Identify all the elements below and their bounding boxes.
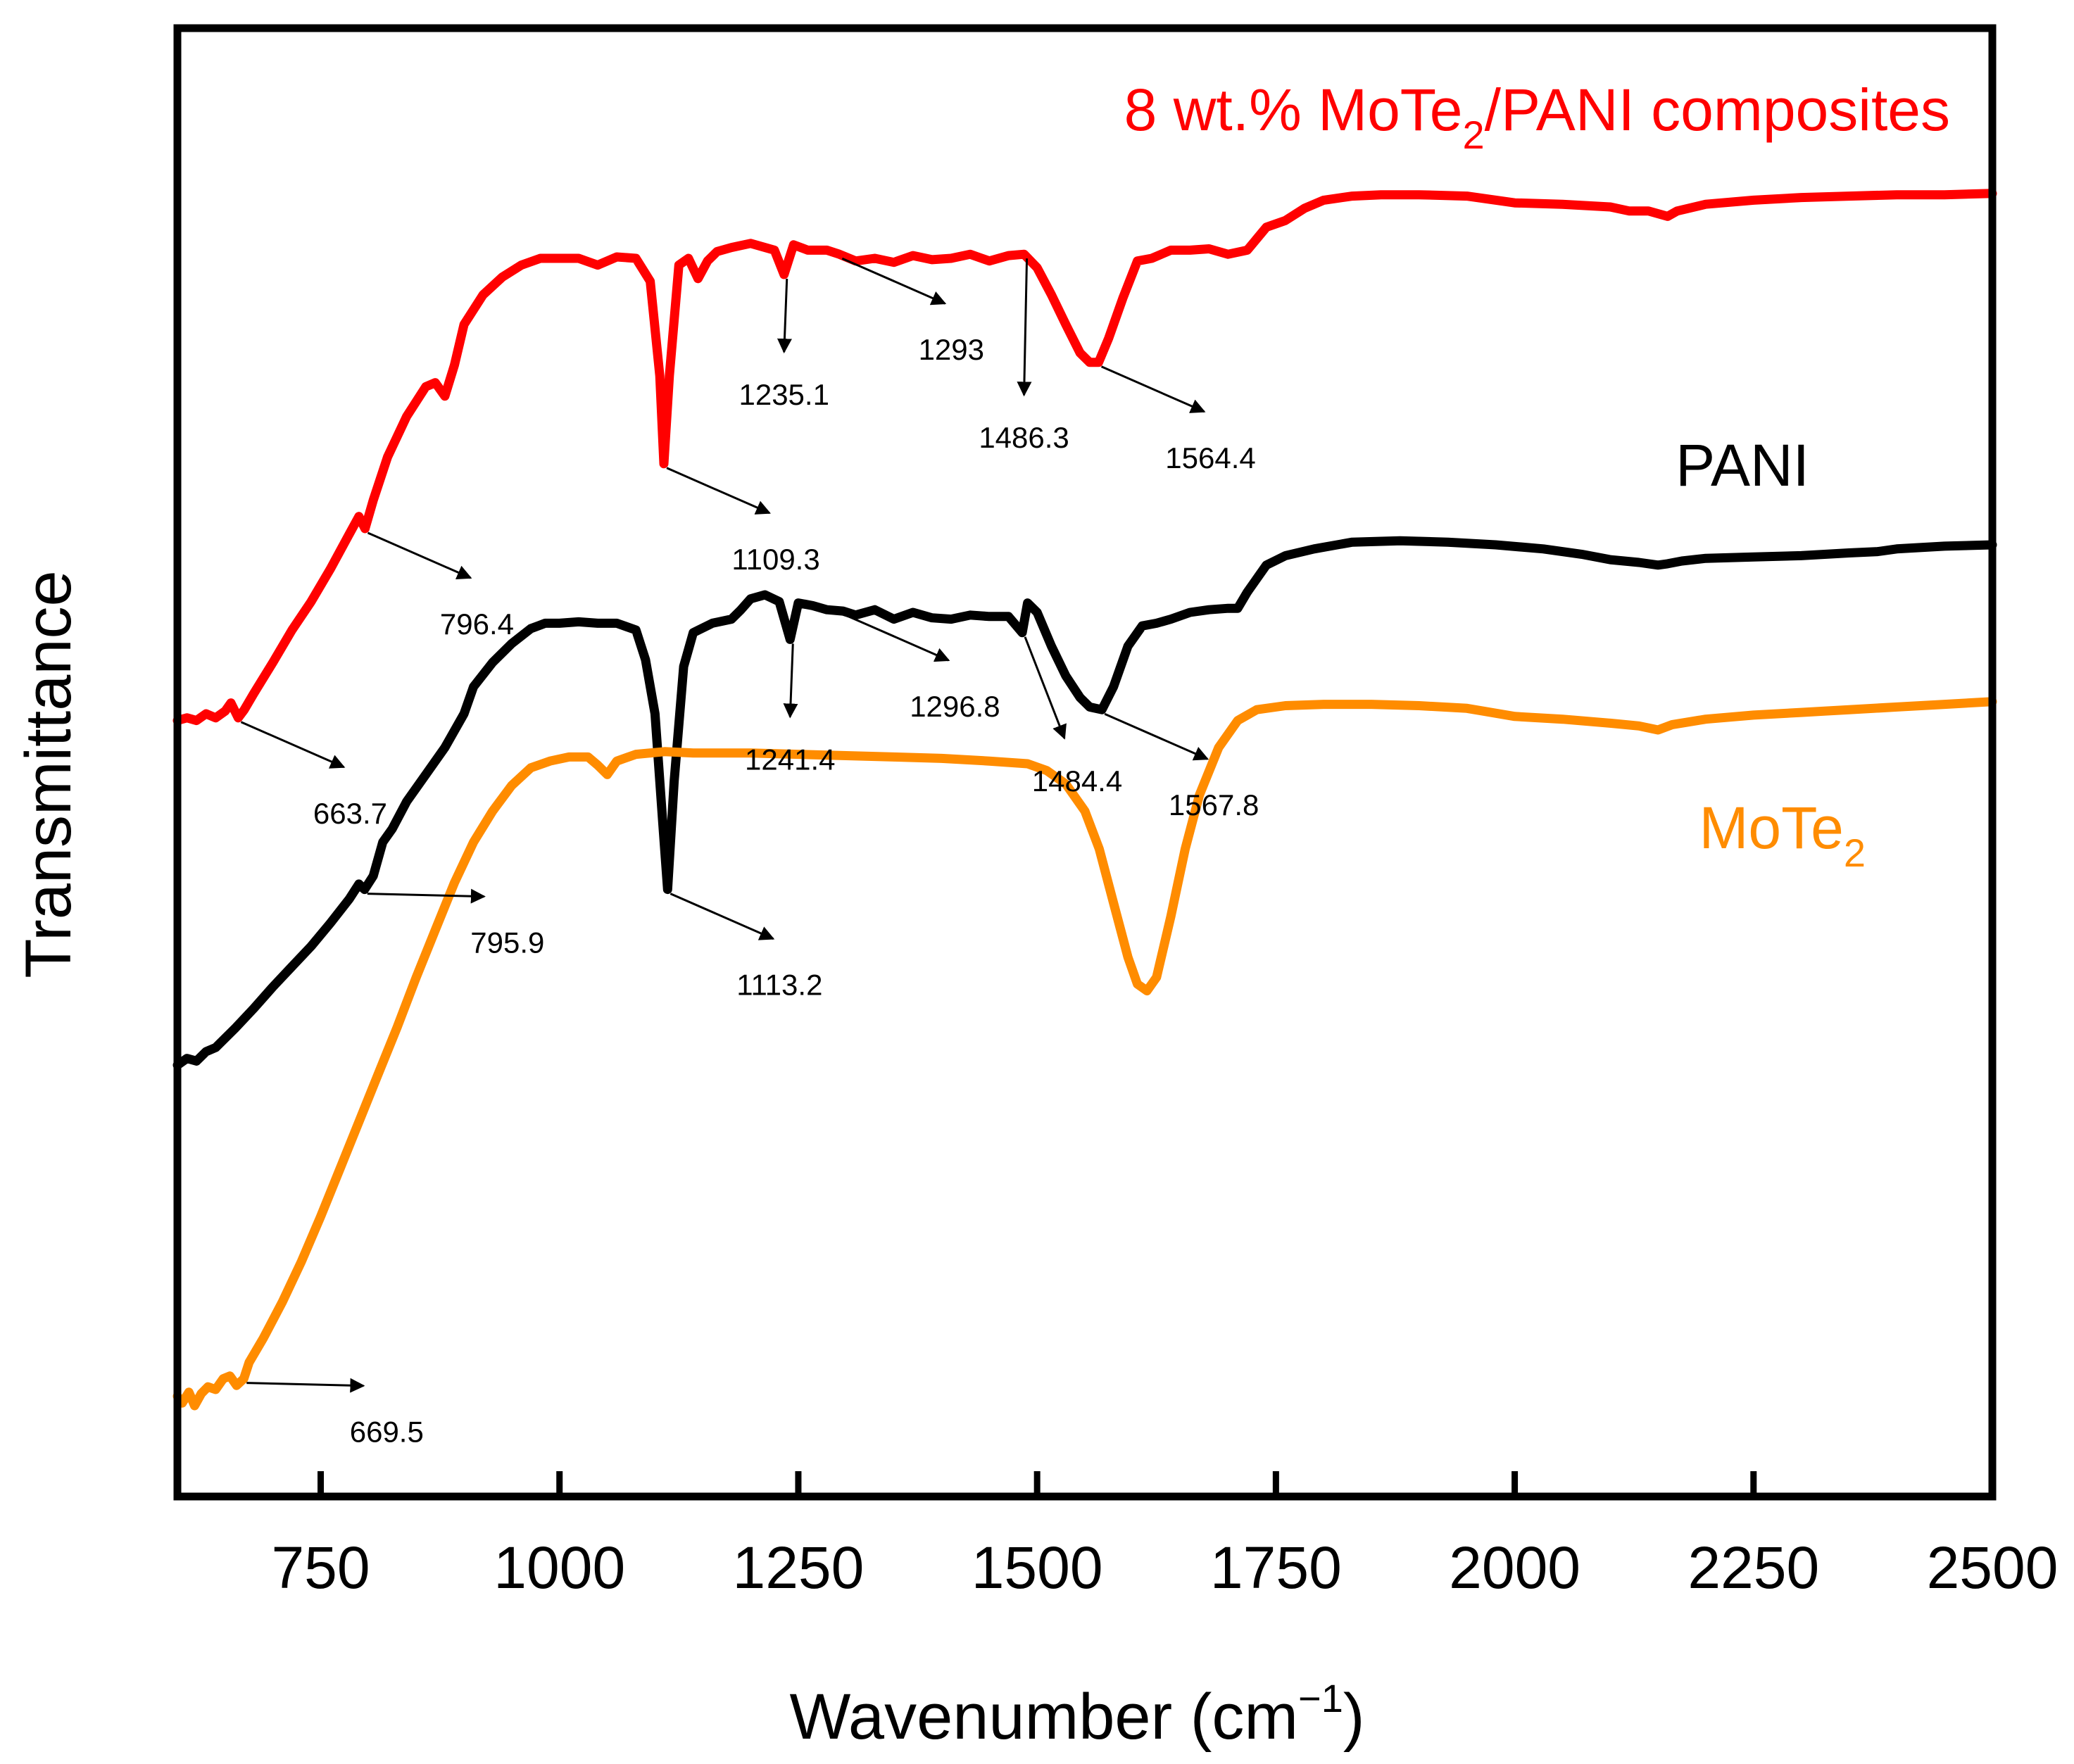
annotation-arrow-669.5 (246, 1378, 365, 1393)
annotation-arrow-1564.4 (1100, 365, 1206, 413)
x-axis-title: Wavenumber (cm−1) (789, 1676, 1364, 1753)
legend-composite-rest: /PANI composites (1485, 77, 1950, 143)
x-axis-title-main: Wavenumber (cm (789, 1681, 1298, 1753)
annotation-1484.4: 1484.4 (1024, 636, 1122, 798)
annotation-1113.2: 1113.2 (670, 893, 822, 1002)
annotation-layer: 663.7 796.4 1109.3 1235.1 1293 1486.3 1564.4 79… (240, 257, 1259, 1449)
annotation-arrow-1109.3 (666, 467, 771, 515)
legend-composite: 8 wt.% MoTe2/PANI composites (1124, 77, 1950, 157)
annotation-1567.8: 1567.8 (1104, 712, 1259, 821)
annotation-label-663.7: 663.7 (313, 797, 387, 830)
x-tick-label-1750: 1750 (1210, 1535, 1342, 1601)
x-tick-layer: 750 1000 1250 1500 1750 2000 2250 2500 (271, 1471, 2058, 1601)
y-axis-title: Transmittance (13, 570, 84, 978)
annotation-arrow-1241.4 (783, 643, 798, 719)
annotation-1486.3: 1486.3 (979, 258, 1069, 454)
x-tick-label-1500: 1500 (972, 1535, 1103, 1601)
annotation-arrow-795.9 (367, 888, 486, 904)
annotation-1293: 1293 (841, 257, 984, 366)
annotation-arrow-1484.4 (1024, 636, 1067, 740)
series-line-pani (172, 536, 1997, 1070)
annotation-label-1109.3: 1109.3 (731, 543, 819, 576)
x-tick-label-750: 750 (271, 1535, 370, 1601)
x-tick-label-2500: 2500 (1927, 1535, 2059, 1601)
annotation-label-1241.4: 1241.4 (745, 743, 835, 776)
legend-mote2: MoTe2 (1699, 795, 1866, 875)
series-line-composite (172, 189, 1997, 726)
x-tick-label-1000: 1000 (494, 1535, 625, 1601)
legend-composite-subscript: 2 (1463, 113, 1485, 157)
legend-mote2-subscript: 2 (1844, 831, 1866, 875)
annotation-label-669.5: 669.5 (350, 1416, 424, 1449)
annotation-arrow-1296.8 (845, 614, 950, 662)
annotation-1564.4: 1564.4 (1100, 365, 1256, 474)
annotation-669.5: 669.5 (246, 1378, 424, 1449)
annotation-arrow-663.7 (240, 721, 346, 769)
annotation-arrow-1567.8 (1104, 712, 1209, 761)
annotation-label-1296.8: 1296.8 (910, 690, 1000, 723)
annotation-label-1567.8: 1567.8 (1169, 788, 1259, 821)
annotation-label-795.9: 795.9 (470, 926, 544, 959)
annotation-label-796.4: 796.4 (440, 607, 514, 641)
x-axis-title-close: ) (1343, 1681, 1365, 1753)
annotation-label-1235.1: 1235.1 (739, 378, 829, 411)
x-tick-label-1250: 1250 (733, 1535, 865, 1601)
legend-mote2-main: MoTe (1699, 795, 1843, 861)
annotation-arrow-1293 (841, 257, 947, 305)
annotation-label-1486.3: 1486.3 (979, 421, 1069, 454)
legend-composite-main: 8 wt.% MoTe (1124, 77, 1463, 143)
annotation-663.7: 663.7 (240, 721, 387, 830)
annotation-arrow-1113.2 (670, 893, 775, 940)
annotation-label-1113.2: 1113.2 (736, 969, 822, 1002)
series-layer (172, 189, 1997, 1411)
annotation-arrow-1486.3 (1017, 258, 1032, 397)
annotation-label-1293: 1293 (919, 333, 984, 366)
x-tick-label-2250: 2250 (1688, 1535, 1819, 1601)
annotation-796.4: 796.4 (367, 531, 514, 641)
x-tick-label-2000: 2000 (1449, 1535, 1580, 1601)
annotation-label-1484.4: 1484.4 (1032, 764, 1122, 798)
annotation-1235.1: 1235.1 (739, 278, 829, 411)
annotation-label-1564.4: 1564.4 (1165, 441, 1255, 474)
annotation-arrow-1235.1 (777, 278, 792, 354)
plot-frame (173, 24, 1997, 1501)
legend-pani: PANI (1676, 432, 1809, 498)
series-line-mote2 (172, 697, 1997, 1411)
x-axis-title-superscript: −1 (1298, 1676, 1343, 1720)
annotation-1241.4: 1241.4 (745, 643, 836, 776)
annotation-795.9: 795.9 (367, 888, 544, 959)
annotation-1296.8: 1296.8 (845, 614, 1000, 723)
annotation-1109.3: 1109.3 (666, 467, 820, 576)
annotation-arrow-796.4 (367, 531, 472, 579)
